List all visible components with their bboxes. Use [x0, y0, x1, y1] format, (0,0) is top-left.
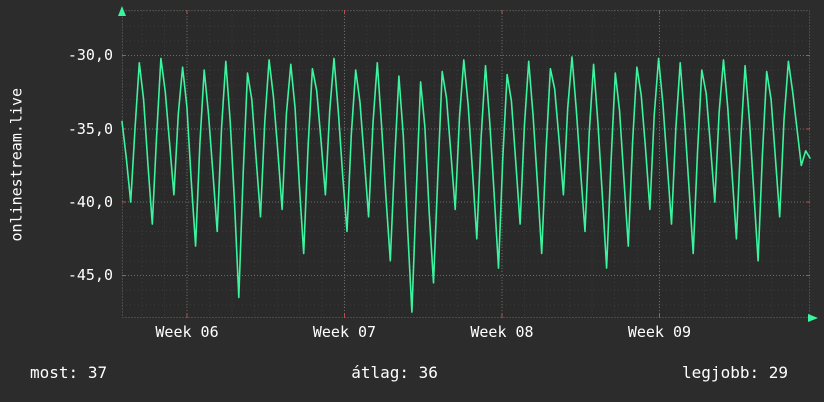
stat-average: átlag: 36 — [351, 362, 438, 384]
stat-most-label: most: — [30, 363, 79, 382]
x-tick-label: Week 07 — [312, 323, 377, 341]
y-tick-label: -35,0 — [67, 119, 113, 138]
y-tick-label: -40,0 — [67, 193, 113, 212]
chart-area — [118, 6, 818, 322]
axis-arrow-up-icon — [118, 6, 126, 16]
chart-canvas — [118, 6, 818, 322]
series-line — [121, 56, 811, 313]
stat-average-label: átlag: — [351, 363, 409, 382]
vertical-axis-title: onlinestream.live — [7, 87, 26, 242]
stat-most: most: 37 — [30, 362, 107, 384]
axis-arrow-right-icon — [808, 314, 818, 322]
plot-background — [122, 10, 810, 318]
y-tick-label: -30,0 — [67, 46, 113, 65]
stats-row: most: 37 átlag: 36 legjobb: 29 — [0, 362, 824, 384]
stat-average-value: 36 — [418, 363, 438, 382]
x-tick-label: Week 06 — [155, 323, 219, 341]
stat-best-label: legjobb: — [682, 363, 760, 382]
stat-best-value: 29 — [768, 363, 788, 382]
y-tick-label: -45,0 — [67, 266, 113, 285]
axis-tick-marks — [122, 10, 810, 318]
stat-most-value: 37 — [87, 363, 108, 382]
stat-best: legjobb: 29 — [682, 362, 788, 384]
plot-border — [122, 10, 810, 318]
x-tick-label: Week 08 — [470, 323, 534, 341]
grid-minor — [122, 10, 810, 318]
x-tick-label: Week 09 — [627, 323, 692, 341]
